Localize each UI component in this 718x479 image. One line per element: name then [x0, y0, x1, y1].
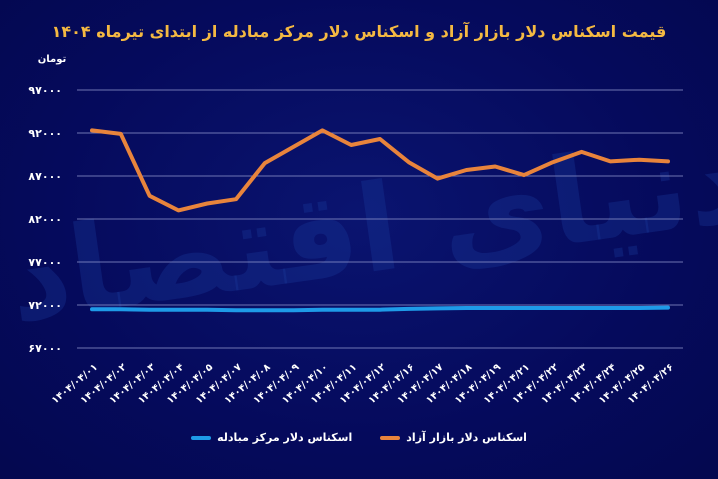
legend-label: اسکناس دلار مرکز مبادله	[217, 431, 353, 444]
y-tick-label: ۸۷۰۰۰	[28, 170, 62, 183]
y-axis-unit: تومان	[38, 54, 67, 65]
y-tick-label: ۷۷۰۰۰	[28, 256, 62, 269]
legend-label: اسکناس دلار بازار آزاد	[406, 431, 527, 444]
legend-swatch	[191, 435, 212, 440]
y-tick-label: ۸۲۰۰۰	[28, 213, 62, 226]
y-tick-label: ۹۷۰۰۰	[28, 84, 62, 97]
legend-swatch	[380, 435, 401, 440]
y-tick-label: ۷۲۰۰۰	[28, 299, 62, 312]
y-tick-label: ۹۲۰۰۰	[28, 127, 62, 140]
legend-item-free-market: اسکناس دلار بازار آزاد	[380, 431, 527, 444]
legend-item-exchange-center: اسکناس دلار مرکز مبادله	[191, 431, 352, 444]
series-free-market-line	[90, 128, 670, 213]
legend: اسکناس دلار بازار آزاد اسکناس دلار مرکز م…	[0, 431, 718, 444]
chart-title: قیمت اسکناس دلار بازار آزاد و اسکناس دلا…	[51, 22, 667, 41]
series-exchange-center-line	[90, 305, 670, 313]
y-tick-label: ۶۷۰۰۰	[28, 342, 62, 355]
